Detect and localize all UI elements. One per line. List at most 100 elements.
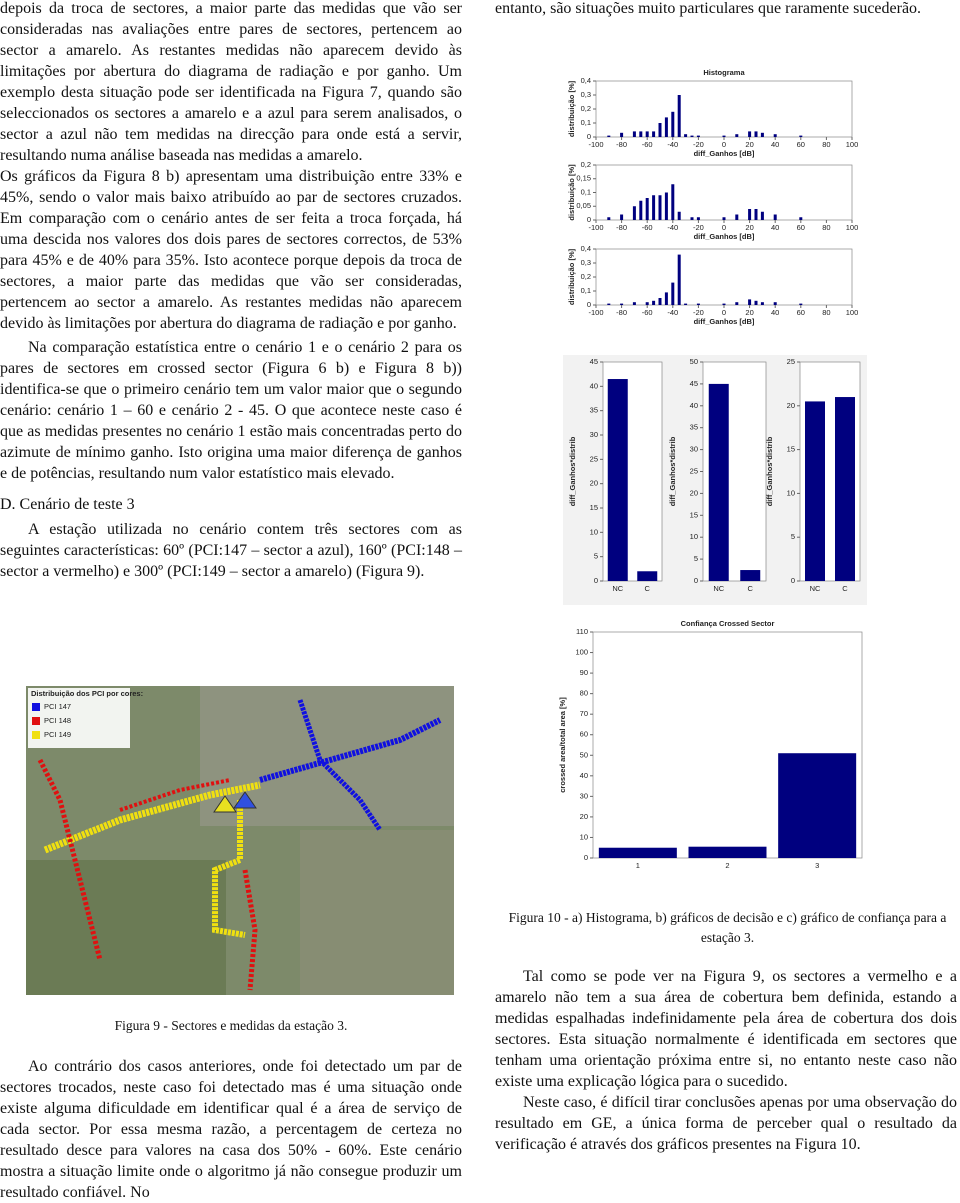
y-tick-label: 0,3 — [581, 258, 591, 267]
bar — [805, 401, 825, 581]
y-tick-label: 25 — [787, 357, 795, 366]
bar — [799, 217, 803, 220]
plot-frame — [595, 80, 853, 138]
bar — [671, 184, 675, 220]
y-tick-label: 30 — [690, 445, 698, 454]
x-tick-label: 80 — [822, 140, 830, 149]
y-tick-label: 0 — [694, 576, 698, 585]
chart-title: Histograma — [703, 68, 745, 77]
y-tick-label: 0,1 — [581, 187, 591, 196]
x-tick-label: -40 — [667, 140, 678, 149]
y-tick-label: 0,15 — [576, 174, 591, 183]
bar — [632, 302, 636, 305]
bar — [677, 211, 681, 220]
y-tick-label: 10 — [787, 488, 795, 497]
x-tick-label: -40 — [667, 308, 678, 317]
y-tick-label: 5 — [594, 552, 598, 561]
x-tick-label: 1 — [636, 861, 640, 870]
x-tick-label: C — [842, 584, 848, 593]
y-tick-label: 25 — [590, 454, 598, 463]
y-tick-label: 80 — [580, 689, 588, 698]
bar — [664, 117, 668, 137]
x-tick-label: NC — [713, 584, 724, 593]
x-tick-label: 100 — [846, 223, 859, 232]
plot-frame — [595, 248, 853, 306]
map — [26, 686, 454, 995]
x-tick-label: 2 — [725, 861, 729, 870]
map-track — [43, 781, 261, 854]
legend-swatch — [32, 731, 40, 739]
y-tick-label: 0 — [587, 300, 591, 309]
y-tick-label: 0 — [791, 576, 795, 585]
y-axis-label: distribuição [%] — [567, 164, 576, 221]
y-tick-label: 45 — [690, 379, 698, 388]
x-tick-label: C — [748, 584, 754, 593]
y-tick-label: 50 — [580, 750, 588, 759]
bar — [799, 303, 803, 305]
map-urban — [300, 830, 454, 995]
y-tick-label: 0,4 — [581, 244, 591, 253]
bar — [620, 214, 624, 220]
paragraph: Neste caso, é difícil tirar conclusões a… — [495, 1094, 957, 1153]
x-axis-label: diff_Ganhos [dB] — [694, 232, 755, 241]
y-tick-label: 20 — [580, 812, 588, 821]
bar — [645, 131, 649, 137]
bar — [748, 209, 752, 220]
map-track — [297, 699, 383, 832]
bar — [658, 195, 662, 220]
y-tick-label: 0,05 — [576, 201, 591, 210]
x-tick-label: -80 — [616, 223, 627, 232]
bar — [773, 214, 777, 220]
left-text: depois da troca de sectores, a maior par… — [0, 0, 462, 582]
y-tick-label: 110 — [576, 627, 588, 636]
x-tick-label: 80 — [822, 308, 830, 317]
y-tick-label: 20 — [787, 401, 795, 410]
bar — [722, 303, 726, 305]
y-tick-label: 35 — [590, 406, 598, 415]
y-tick-label: 60 — [580, 730, 588, 739]
bar — [835, 397, 855, 581]
bar — [760, 211, 764, 220]
x-tick-label: -20 — [693, 223, 704, 232]
x-tick-label: 0 — [722, 140, 726, 149]
bar — [748, 131, 752, 137]
y-tick-label: 0 — [587, 215, 591, 224]
bar — [652, 300, 656, 305]
y-tick-label: 70 — [580, 709, 588, 718]
paragraph: Ao contrário dos casos anteriores, onde … — [0, 1058, 462, 1201]
map-track — [119, 778, 231, 812]
y-tick-label: 0,3 — [581, 90, 591, 99]
x-tick-label: 40 — [771, 140, 779, 149]
right-text-top: entanto, são situações muito particulare… — [495, 0, 957, 19]
x-tick-label: 40 — [771, 223, 779, 232]
y-tick-label: 0,2 — [581, 160, 591, 169]
bar — [735, 134, 739, 137]
paragraph: A estação utilizada no cenário contem tr… — [0, 521, 462, 580]
x-axis-label: diff_Ganhos [dB] — [694, 317, 755, 326]
bar — [696, 303, 700, 305]
y-tick-label: 0,2 — [581, 272, 591, 281]
legend-box — [28, 688, 130, 748]
bar — [778, 753, 857, 858]
plot-frame — [595, 164, 853, 221]
legend-swatch — [32, 717, 40, 725]
bar — [620, 132, 624, 137]
x-tick-label: -80 — [616, 140, 627, 149]
y-axis-label: diff_Ganhos*distrib — [668, 436, 677, 506]
bar — [658, 123, 662, 137]
bar — [688, 846, 767, 858]
bar — [735, 302, 739, 305]
x-tick-label: -20 — [693, 308, 704, 317]
bar — [684, 134, 688, 137]
x-tick-label: 60 — [797, 308, 805, 317]
paragraph: entanto, são situações muito particulare… — [495, 0, 922, 17]
bar — [799, 135, 803, 137]
x-tick-label: 60 — [797, 140, 805, 149]
x-tick-label: -60 — [642, 223, 653, 232]
bar — [740, 570, 761, 581]
bar — [696, 135, 700, 137]
bar — [637, 571, 658, 581]
x-tick-label: 20 — [745, 223, 753, 232]
bar — [632, 206, 636, 220]
